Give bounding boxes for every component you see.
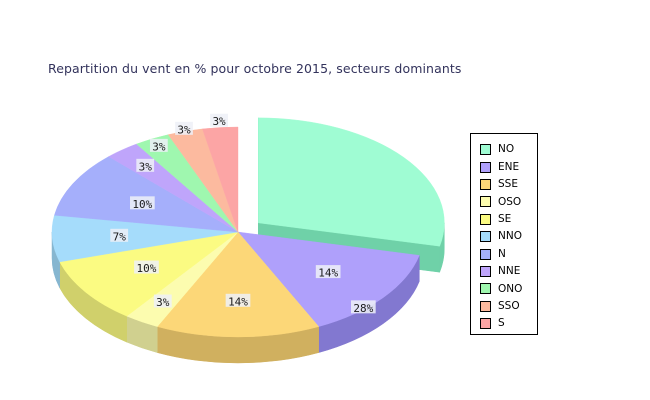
legend-item-label: SSO bbox=[498, 299, 520, 312]
chart-legend: NO ENE SSE OSO SE NNO N NNE ONO SSO S bbox=[470, 133, 538, 335]
legend-swatch-icon bbox=[480, 178, 491, 190]
pie-slice-value-se: 10% bbox=[137, 262, 157, 275]
legend-swatch-icon bbox=[480, 161, 491, 173]
legend-item[interactable]: NO bbox=[480, 141, 522, 158]
value-label-backdrop bbox=[153, 294, 172, 308]
legend-item[interactable]: NNE bbox=[480, 263, 522, 280]
legend-item[interactable]: N bbox=[480, 245, 522, 262]
pie-slice-value-s: 3% bbox=[212, 115, 226, 128]
pie-value-labels: 28% 14% 14% 3% 10% 7% 10% 3% 3% 3% 3% bbox=[110, 113, 376, 315]
legend-swatch-icon bbox=[480, 283, 491, 295]
value-label-backdrop bbox=[110, 228, 129, 242]
legend-item-label: NO bbox=[498, 143, 515, 156]
legend-item-label: NNE bbox=[498, 265, 521, 278]
legend-swatch-icon bbox=[480, 231, 491, 243]
value-label-backdrop bbox=[130, 196, 155, 210]
legend-item-label: N bbox=[498, 247, 506, 260]
pie-slice-s[interactable] bbox=[202, 126, 239, 233]
pie-slice-value-sso: 3% bbox=[177, 123, 191, 136]
legend-swatch-icon bbox=[480, 213, 491, 225]
legend-item[interactable]: NNO bbox=[480, 228, 522, 245]
legend-swatch-icon bbox=[480, 265, 491, 277]
chart-title: Repartition du vent en % pour octobre 20… bbox=[48, 61, 462, 76]
legend-item[interactable]: SSE bbox=[480, 176, 522, 193]
pie-slice-no[interactable] bbox=[258, 117, 445, 247]
pie-slice-n[interactable] bbox=[54, 156, 239, 233]
legend-item-label: ONO bbox=[498, 282, 523, 295]
value-label-backdrop bbox=[134, 260, 159, 274]
value-label-backdrop bbox=[225, 293, 251, 307]
pie-slice-se[interactable] bbox=[59, 231, 239, 317]
legend-item[interactable]: ONO bbox=[480, 280, 522, 297]
legend-swatch-icon bbox=[480, 144, 491, 156]
legend-item-label: NNO bbox=[498, 230, 522, 243]
value-label-backdrop bbox=[149, 138, 168, 152]
legend-item[interactable]: SE bbox=[480, 211, 522, 228]
pie-slice-sse[interactable] bbox=[156, 231, 320, 338]
legend-item[interactable]: S bbox=[480, 315, 522, 332]
legend-swatch-icon bbox=[480, 248, 491, 260]
value-label-backdrop bbox=[175, 121, 193, 135]
legend-item[interactable]: OSO bbox=[480, 193, 522, 210]
pie-slice-value-oso: 3% bbox=[156, 296, 170, 309]
legend-swatch-icon bbox=[480, 196, 491, 208]
legend-item-label: S bbox=[498, 317, 505, 330]
legend-list: NO ENE SSE OSO SE NNO N NNE ONO SSO S bbox=[480, 141, 522, 332]
legend-item[interactable]: ENE bbox=[480, 158, 522, 175]
pie-slice-value-sse: 14% bbox=[228, 295, 248, 308]
pie-slice-value-ono: 3% bbox=[152, 140, 166, 153]
legend-item-label: SSE bbox=[498, 178, 518, 191]
value-label-backdrop bbox=[136, 158, 155, 172]
value-label-backdrop bbox=[350, 300, 376, 314]
pie-slice-value-n: 10% bbox=[132, 198, 152, 211]
pie-slice-value-nno: 7% bbox=[113, 230, 127, 243]
legend-item-label: SE bbox=[498, 213, 512, 225]
value-label-backdrop bbox=[315, 265, 341, 279]
pie-slice-value-no: 28% bbox=[353, 302, 373, 315]
pie-slice-value-ene: 14% bbox=[318, 267, 338, 280]
legend-swatch-icon bbox=[480, 318, 491, 330]
legend-item[interactable]: SSO bbox=[480, 298, 522, 315]
legend-item-label: OSO bbox=[498, 195, 522, 208]
legend-swatch-icon bbox=[480, 300, 491, 312]
legend-item-label: ENE bbox=[498, 160, 520, 173]
value-label-backdrop bbox=[210, 113, 228, 127]
pie-slice-value-nne: 3% bbox=[139, 160, 153, 173]
